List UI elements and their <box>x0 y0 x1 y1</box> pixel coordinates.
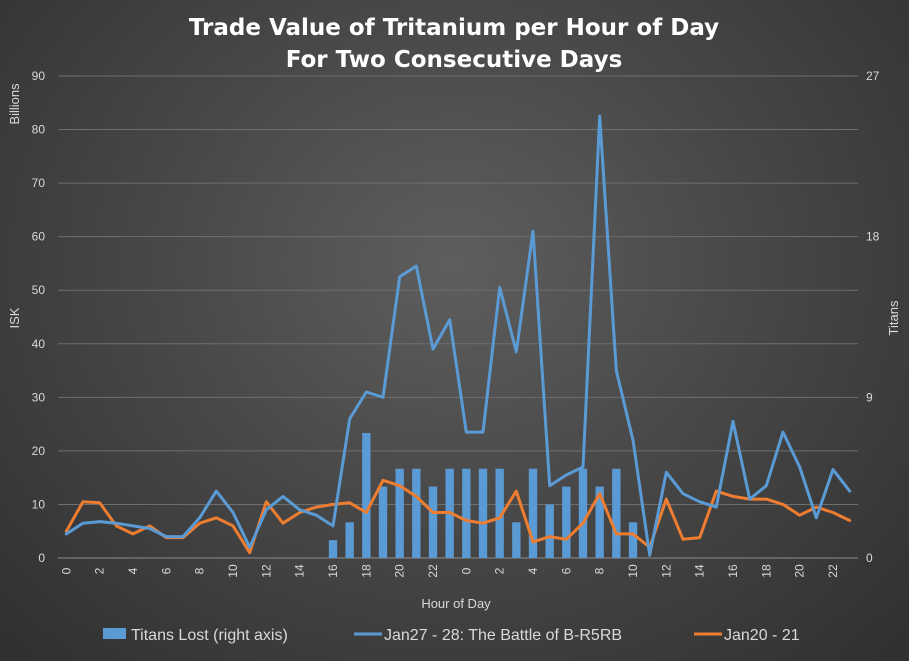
legend-label-titans-lost: Titans Lost (right axis) <box>131 627 288 644</box>
x-tick-label: 16 <box>326 564 340 578</box>
titans-lost-bar <box>378 486 388 558</box>
titans-lost-bar <box>362 433 371 558</box>
y-axis-left-unit: Billions <box>7 83 22 125</box>
series-line-jan20-21 <box>64 478 852 555</box>
x-tick-label: 0 <box>459 567 473 574</box>
titans-lost-bar <box>495 468 504 558</box>
x-tick-label: 4 <box>526 567 540 574</box>
x-tick-label: 0 <box>59 567 73 574</box>
titans-lost-bar <box>612 468 621 558</box>
x-tick-label: 6 <box>159 567 173 574</box>
legend: Titans Lost (right axis) Jan27 - 28: The… <box>103 627 800 644</box>
chart-title-line1: Trade Value of Tritanium per Hour of Day <box>189 15 719 41</box>
x-axis-ticks: 0 2 4 6 8 10 12 14 16 18 20 22 0 2 4 6 8 10 12 14 16 18 20 22 <box>59 564 840 578</box>
series-line-battle-b-r5rb <box>64 114 852 557</box>
x-tick-label: 10 <box>626 564 640 578</box>
titans-lost-bar <box>328 540 338 558</box>
y-right-tick-label: 27 <box>866 69 880 83</box>
y-left-tick-label: 0 <box>38 551 45 565</box>
x-tick-label: 12 <box>259 564 273 578</box>
titans-lost-bar <box>595 486 604 558</box>
x-tick-label: 20 <box>793 564 807 578</box>
x-tick-label: 8 <box>193 567 207 574</box>
x-axis-label: Hour of Day <box>421 596 491 611</box>
gridlines <box>58 75 858 559</box>
x-tick-label: 2 <box>93 567 107 574</box>
x-tick-label: 16 <box>726 564 740 578</box>
titans-lost-bar <box>345 522 354 558</box>
left-axis-ticks: 0 10 20 30 40 50 60 70 80 90 <box>32 69 46 565</box>
y-right-tick-label: 0 <box>866 551 873 565</box>
x-tick-label: 14 <box>293 564 307 578</box>
titans-lost-bar <box>478 468 488 558</box>
y-right-tick-label: 9 <box>866 390 873 404</box>
titans-lost-bar <box>462 468 471 558</box>
x-tick-label: 4 <box>126 567 140 574</box>
y-axis-left-label: ISK <box>7 307 22 328</box>
titans-lost-bar <box>562 486 571 558</box>
titans-lost-bar <box>578 468 588 558</box>
titans-lost-bar <box>412 468 421 558</box>
y-left-tick-label: 50 <box>32 283 46 297</box>
titans-lost-bar <box>528 468 538 558</box>
x-tick-label: 14 <box>693 564 707 578</box>
x-tick-label: 10 <box>226 564 240 578</box>
x-tick-label: 20 <box>393 564 407 578</box>
x-tick-label: 18 <box>759 564 773 578</box>
chart-title-line2: For Two Consecutive Days <box>286 47 623 73</box>
legend-label-jan20: Jan20 - 21 <box>724 627 800 644</box>
legend-swatch-titans-lost <box>103 628 126 639</box>
x-tick-label: 6 <box>559 567 573 574</box>
titans-lost-bar <box>512 522 521 558</box>
y-left-tick-label: 70 <box>32 176 46 190</box>
y-left-tick-label: 30 <box>32 390 46 404</box>
legend-label-battle: Jan27 - 28: The Battle of B-R5RB <box>384 627 622 644</box>
titans-lost-bar <box>628 522 638 558</box>
y-left-tick-label: 60 <box>32 230 46 244</box>
x-tick-label: 18 <box>359 564 373 578</box>
titans-lost-bar <box>545 504 554 558</box>
y-left-tick-label: 20 <box>32 444 46 458</box>
y-right-tick-label: 18 <box>866 230 880 244</box>
right-axis-ticks: 0 9 18 27 <box>866 69 880 565</box>
x-tick-label: 2 <box>493 567 507 574</box>
x-tick-label: 22 <box>426 564 440 578</box>
x-tick-label: 12 <box>659 564 673 578</box>
titans-lost-bar <box>428 486 438 558</box>
y-left-tick-label: 40 <box>32 337 46 351</box>
series-lines <box>64 114 852 557</box>
x-tick-label: 22 <box>826 564 840 578</box>
y-left-tick-label: 10 <box>32 497 46 511</box>
x-tick-label: 8 <box>593 567 607 574</box>
y-axis-right-label: Titans <box>886 300 901 335</box>
y-left-tick-label: 80 <box>32 123 46 137</box>
y-left-tick-label: 90 <box>32 69 46 83</box>
titans-lost-bar <box>395 468 404 558</box>
